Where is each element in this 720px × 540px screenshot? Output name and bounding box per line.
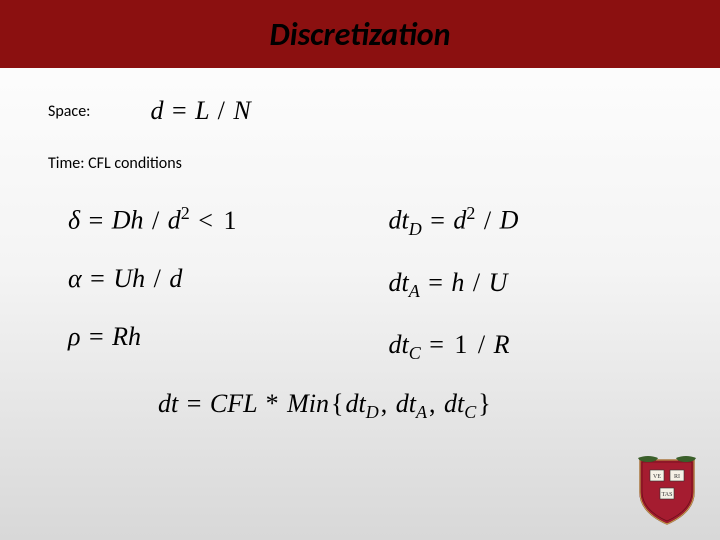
title-bar: Discretization bbox=[0, 0, 720, 68]
eq-dtC: dtC = 1 / R bbox=[388, 330, 518, 364]
right-column: dtD = d2 / D dtA = h / U dtC = 1 / R bbox=[388, 203, 518, 364]
eq-rho: ρ = Rh bbox=[68, 322, 238, 352]
eq-final: dt = CFL * Min{dtD, dtA, dtC} bbox=[158, 389, 672, 423]
eq-dtA: dtA = h / U bbox=[388, 268, 518, 302]
eq-space: d = L / N bbox=[150, 96, 250, 126]
time-label: Time: CFL conditions bbox=[48, 154, 672, 173]
left-column: δ = Dh / d2 < 1 α = Uh / d ρ = Rh bbox=[68, 203, 238, 364]
svg-text:TAS: TAS bbox=[662, 492, 673, 498]
page-title: Discretization bbox=[270, 15, 451, 54]
cfl-conditions: δ = Dh / d2 < 1 α = Uh / d ρ = Rh dtD = … bbox=[68, 203, 672, 364]
eq-dtD: dtD = d2 / D bbox=[388, 203, 518, 240]
eq-alpha: α = Uh / d bbox=[68, 264, 238, 294]
svg-text:RI: RI bbox=[674, 474, 680, 480]
slide-content: Space: d = L / N Time: CFL conditions δ … bbox=[0, 68, 720, 423]
space-row: Space: d = L / N bbox=[48, 96, 672, 126]
svg-text:VE: VE bbox=[653, 474, 661, 480]
eq-delta: δ = Dh / d2 < 1 bbox=[68, 203, 238, 236]
harvard-shield-icon: VE RI TAS bbox=[636, 454, 698, 526]
space-label: Space: bbox=[48, 102, 90, 121]
